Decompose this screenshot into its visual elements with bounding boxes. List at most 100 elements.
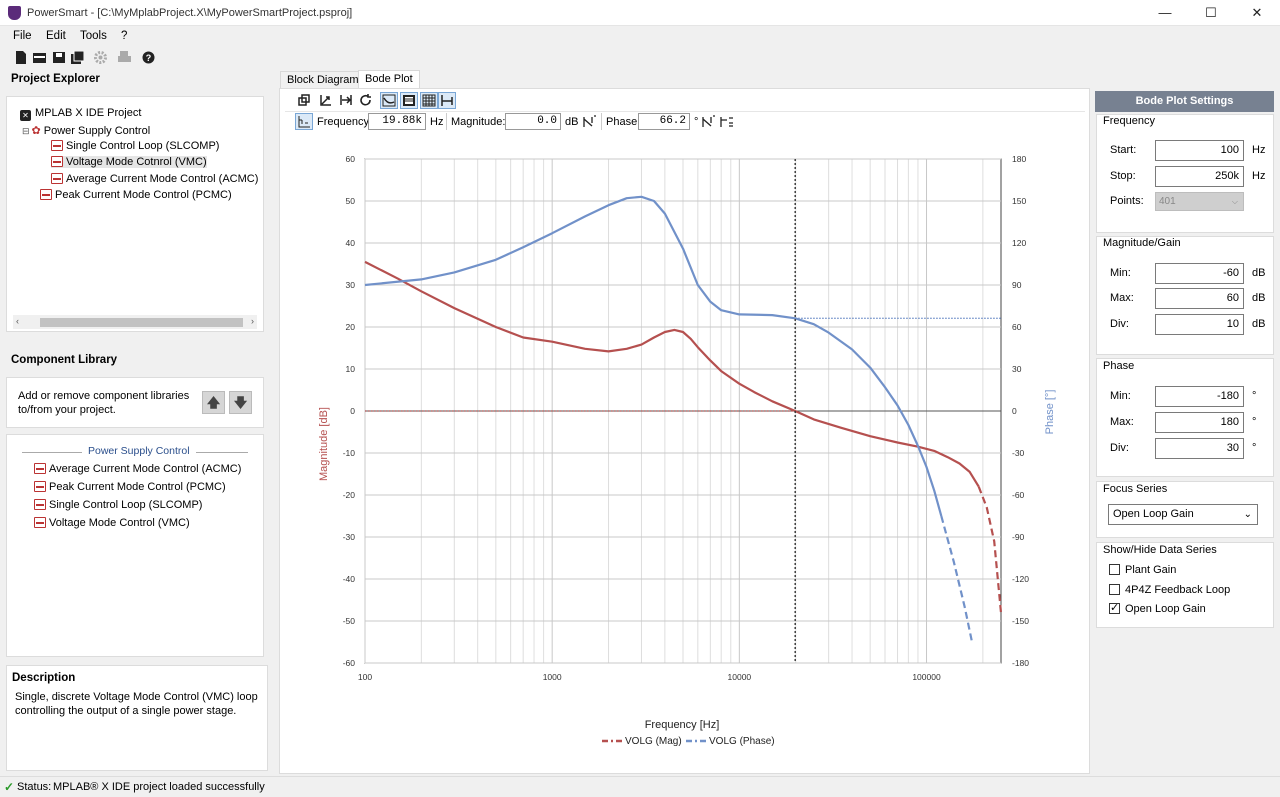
checkbox-box[interactable] xyxy=(1109,564,1120,575)
stop-label: Stop: xyxy=(1110,170,1136,182)
cursor-mode-icon[interactable] xyxy=(295,113,313,130)
x-tick-label: 100 xyxy=(358,672,372,682)
close-button[interactable]: ✕ xyxy=(1251,5,1263,20)
component-library-title: Component Library xyxy=(11,354,118,366)
show-magnitude-icon[interactable] xyxy=(380,92,398,109)
tree-item-acmc[interactable]: Average Current Mode Control (ACMC) xyxy=(51,173,258,185)
frequency-settings: Frequency Start: 100 Hz Stop: 250k Hz Po… xyxy=(1096,114,1274,233)
y2-tick-label: 0 xyxy=(1012,406,1017,416)
series-visibility-box: Show/Hide Data Series Plant Gain 4P4Z Fe… xyxy=(1096,542,1274,628)
print-icon[interactable] xyxy=(118,51,131,64)
tree-item-label: Single Control Loop (SLCOMP) xyxy=(66,140,220,152)
start-unit: Hz xyxy=(1252,144,1266,156)
mag-min-input[interactable]: -60 xyxy=(1155,263,1244,284)
magnitude-marker-icon[interactable] xyxy=(581,113,599,130)
library-hint: Add or remove component libraries to/fro… xyxy=(18,390,190,416)
module-icon xyxy=(34,463,46,474)
help-icon[interactable]: ? xyxy=(142,51,155,64)
library-list: Power Supply Control Average Current Mod… xyxy=(6,434,264,657)
magnitude-settings: Magnitude/Gain Min: -60 dB Max: 60 dB Di… xyxy=(1096,236,1274,355)
phase-marker-icon[interactable] xyxy=(700,113,718,130)
phase-div-input[interactable]: 30 xyxy=(1155,438,1244,459)
checkbox-feedback-loop[interactable]: 4P4Z Feedback Loop xyxy=(1109,584,1230,596)
copy-icon[interactable] xyxy=(295,92,313,109)
show-phase-icon[interactable] xyxy=(400,92,418,109)
chart-cursor[interactable] xyxy=(794,159,1001,663)
tab-bode-plot[interactable]: Bode Plot xyxy=(358,70,420,89)
maximize-button[interactable]: ☐ xyxy=(1205,5,1217,20)
checkbox-box[interactable] xyxy=(1109,584,1120,595)
scroll-left-icon[interactable]: ‹ xyxy=(16,316,19,326)
y-tick-label: -30 xyxy=(343,532,356,542)
tree-item-slcomp[interactable]: Single Control Loop (SLCOMP) xyxy=(51,140,219,152)
y-tick-label: -40 xyxy=(343,574,356,584)
y2-tick-label: 150 xyxy=(1012,196,1026,206)
menu-edit[interactable]: Edit xyxy=(46,30,66,42)
horizontal-scrollbar[interactable]: ‹ › xyxy=(13,315,257,329)
x-tick-label: 1000 xyxy=(543,672,562,682)
refresh-icon[interactable] xyxy=(357,92,375,109)
title-bar: PowerSmart - [C:\MyMplabProject.X\MyPowe… xyxy=(0,0,1280,26)
grid-icon[interactable] xyxy=(420,92,438,109)
focus-series-select[interactable]: Open Loop Gain ⌄ xyxy=(1108,504,1258,525)
scroll-right-icon[interactable]: › xyxy=(251,316,254,326)
tab-block-diagram[interactable]: Block Diagram xyxy=(280,71,366,89)
tree-item-pcmc[interactable]: Peak Current Mode Control (PCMC) xyxy=(40,189,232,201)
menu-help[interactable]: ? xyxy=(121,30,128,42)
chevron-down-icon: ⌵ xyxy=(1231,197,1238,206)
open-icon[interactable] xyxy=(33,51,46,64)
y2-axis-label: Phase [°] xyxy=(1044,390,1056,435)
save-all-icon[interactable] xyxy=(71,50,85,64)
tree-node-power-supply[interactable]: ⊟ ✿ Power Supply Control xyxy=(22,124,150,137)
status-bar: ✓ Status: MPLAB® X IDE project loaded su… xyxy=(0,776,1280,797)
module-icon xyxy=(51,173,63,184)
mag-div-input[interactable]: 10 xyxy=(1155,314,1244,335)
library-item-acmc[interactable]: Average Current Mode Control (ACMC) xyxy=(34,463,241,475)
tree-item-vmc[interactable]: Voltage Mode Cotnrol (VMC) xyxy=(51,156,207,168)
checkbox-open-loop-gain[interactable]: Open Loop Gain xyxy=(1109,601,1206,615)
zoom-in-icon[interactable] xyxy=(317,92,335,109)
scrollbar-thumb[interactable] xyxy=(40,318,243,327)
x-tick-label: 100000 xyxy=(912,672,941,682)
checkbox-plant-gain[interactable]: Plant Gain xyxy=(1109,564,1176,576)
phase-settings: Phase Min: -180 ° Max: 180 ° Div: 30 ° xyxy=(1096,358,1274,477)
fit-width-icon[interactable] xyxy=(337,92,355,109)
phase-max-input[interactable]: 180 xyxy=(1155,412,1244,433)
stop-frequency-input[interactable]: 250k xyxy=(1155,166,1244,187)
library-hint-box: Add or remove component libraries to/fro… xyxy=(6,377,264,428)
library-item-pcmc[interactable]: Peak Current Mode Control (PCMC) xyxy=(34,481,226,493)
mag-min-label: Min: xyxy=(1110,267,1131,279)
new-file-icon[interactable] xyxy=(15,51,27,64)
phase-margin-icon[interactable] xyxy=(718,113,736,130)
mag-max-input[interactable]: 60 xyxy=(1155,288,1244,309)
save-icon[interactable] xyxy=(53,51,65,64)
series-visibility-title: Show/Hide Data Series xyxy=(1103,544,1217,556)
checkbox-box[interactable] xyxy=(1109,601,1120,614)
settings-icon[interactable] xyxy=(94,51,107,64)
description-panel: Description Single, discrete Voltage Mod… xyxy=(6,665,268,771)
phase-min-label: Min: xyxy=(1110,390,1131,402)
cursor-toggle-icon[interactable] xyxy=(438,92,456,109)
collapse-icon[interactable]: ⊟ xyxy=(22,126,30,136)
minimize-button[interactable]: — xyxy=(1158,5,1172,20)
project-explorer-title: Project Explorer xyxy=(11,73,100,85)
magnitude-readout: 0.0 xyxy=(505,113,561,130)
tree-item-label: Peak Current Mode Control (PCMC) xyxy=(55,189,232,201)
y-tick-label: 10 xyxy=(346,364,356,374)
phase-settings-title: Phase xyxy=(1103,360,1135,372)
points-select[interactable]: 401 ⌵ xyxy=(1155,192,1244,211)
library-item-slcomp[interactable]: Single Control Loop (SLCOMP) xyxy=(34,499,202,511)
menu-file[interactable]: File xyxy=(13,30,32,42)
move-down-button[interactable]: 🡇 xyxy=(229,391,252,414)
library-item-vmc[interactable]: Voltage Mode Control (VMC) xyxy=(34,517,190,529)
y2-tick-label: 60 xyxy=(1012,322,1022,332)
legend-label-phase: VOLG (Phase) xyxy=(709,736,775,747)
move-up-button[interactable]: 🡅 xyxy=(202,391,225,414)
magnitude-settings-title: Magnitude/Gain xyxy=(1103,237,1181,249)
phase-min-input[interactable]: -180 xyxy=(1155,386,1244,407)
tree-root[interactable]: ✕ MPLAB X IDE Project xyxy=(20,107,141,121)
x-axis-label: Frequency [Hz] xyxy=(645,719,720,731)
start-frequency-input[interactable]: 100 xyxy=(1155,140,1244,161)
bode-chart[interactable]: 60 180 50 150 40 120 30 90 20 60 10 30 0 0 -10 -30 -20 -6… xyxy=(280,149,1089,773)
menu-tools[interactable]: Tools xyxy=(80,30,107,42)
